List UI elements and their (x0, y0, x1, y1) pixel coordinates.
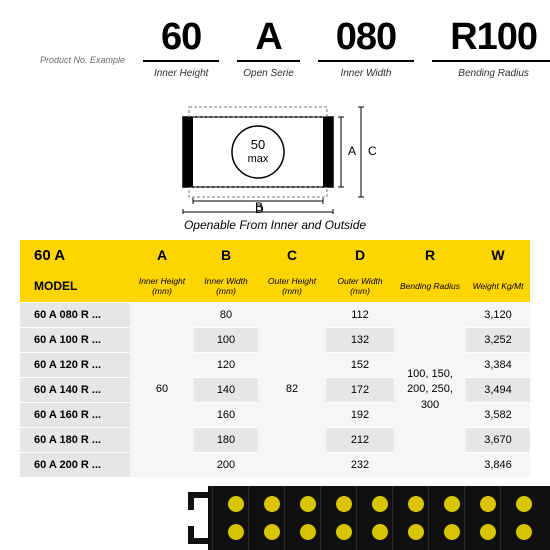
diagram-center-label-2: max (248, 153, 269, 165)
chain-rivet-icon (300, 496, 316, 512)
col-a-long: Inner Height (mm) (130, 270, 194, 303)
model-cell: 60 A 120 R ... (20, 353, 130, 378)
chain-rivet-icon (408, 496, 424, 512)
d-cell: 172 (326, 378, 394, 403)
b-cell: 180 (194, 428, 258, 453)
table-subheader-row: MODEL Inner Height (mm) Inner Width (mm)… (20, 270, 530, 303)
c-cell: 82 (258, 303, 326, 478)
b-cell: 140 (194, 378, 258, 403)
pno-sublabel: Bending Radius (458, 68, 529, 79)
cable-chain-illustration (208, 486, 550, 550)
w-cell: 3,670 (466, 428, 530, 453)
spec-table: 60 A A B C D R W MODEL Inner Height (mm)… (20, 240, 530, 477)
chain-rivet-icon (372, 496, 388, 512)
diagram-caption: Openable From Inner and Outside (0, 218, 550, 232)
pno-value: 60 (143, 18, 219, 62)
pno-block-radius: R100 Bending Radius (432, 18, 550, 79)
w-cell: 3,252 (466, 328, 530, 353)
table-header-row: 60 A A B C D R W (20, 240, 530, 270)
cross-section-diagram: 50 max A C B D (165, 99, 385, 214)
w-cell: 3,120 (466, 303, 530, 328)
d-cell: 112 (326, 303, 394, 328)
chain-rivet-icon (264, 524, 280, 540)
model-cell: 60 A 080 R ... (20, 303, 130, 328)
col-r-long: Bending Radius (394, 270, 466, 303)
b-cell: 200 (194, 453, 258, 478)
chain-rivet-icon (372, 524, 388, 540)
product-number-label: Product No. Example (40, 55, 125, 65)
model-label: MODEL (20, 270, 130, 303)
model-cell: 60 A 100 R ... (20, 328, 130, 353)
w-cell: 3,384 (466, 353, 530, 378)
d-cell: 192 (326, 403, 394, 428)
d-cell: 232 (326, 453, 394, 478)
product-number-example: Product No. Example 60 Inner Height A Op… (0, 0, 550, 89)
chain-rivet-icon (300, 524, 316, 540)
diagram-a-label: A (348, 144, 356, 158)
series-cell: 60 A (20, 240, 130, 270)
model-cell: 60 A 140 R ... (20, 378, 130, 403)
col-c-long: Outer Height (mm) (258, 270, 326, 303)
pno-block-width: 080 Inner Width (318, 18, 414, 79)
chain-rivet-icon (444, 524, 460, 540)
col-d: D (326, 240, 394, 270)
chain-rivet-icon (516, 524, 532, 540)
pno-sublabel: Open Serie (243, 68, 294, 79)
pno-value: A (237, 18, 299, 62)
w-cell: 3,846 (466, 453, 530, 478)
chain-rivet-icon (444, 496, 460, 512)
chain-rivet-icon (516, 496, 532, 512)
chain-rivet-icon (228, 496, 244, 512)
chain-rivet-icon (408, 524, 424, 540)
b-cell: 160 (194, 403, 258, 428)
col-d-long: Outer Width (mm) (326, 270, 394, 303)
diagram-d-label: D (255, 202, 264, 214)
chain-rivet-icon (480, 524, 496, 540)
b-cell: 100 (194, 328, 258, 353)
col-w: W (466, 240, 530, 270)
col-c: C (258, 240, 326, 270)
diagram-center-label-1: 50 (251, 137, 265, 152)
model-cell: 60 A 200 R ... (20, 453, 130, 478)
a-cell: 60 (130, 303, 194, 478)
chain-rivet-icon (264, 496, 280, 512)
d-cell: 132 (326, 328, 394, 353)
col-b: B (194, 240, 258, 270)
col-r: R (394, 240, 466, 270)
pno-block-serie: A Open Serie (237, 18, 299, 79)
pno-value: 080 (318, 18, 414, 62)
table-row: 60 A 080 R ...608082112100, 150, 200, 25… (20, 303, 530, 328)
chain-rivet-icon (336, 524, 352, 540)
r-cell: 100, 150, 200, 250, 300 (394, 303, 466, 478)
diagram-c-label: C (368, 144, 377, 158)
chain-rivet-icon (336, 496, 352, 512)
pno-block-height: 60 Inner Height (143, 18, 219, 79)
model-cell: 60 A 180 R ... (20, 428, 130, 453)
chain-rivet-icon (480, 496, 496, 512)
b-cell: 120 (194, 353, 258, 378)
pno-sublabel: Inner Width (340, 68, 391, 79)
col-a: A (130, 240, 194, 270)
pno-sublabel: Inner Height (154, 68, 208, 79)
col-b-long: Inner Width (mm) (194, 270, 258, 303)
w-cell: 3,494 (466, 378, 530, 403)
d-cell: 152 (326, 353, 394, 378)
col-w-long: Weight Kg/Mt (466, 270, 530, 303)
d-cell: 212 (326, 428, 394, 453)
b-cell: 80 (194, 303, 258, 328)
w-cell: 3,582 (466, 403, 530, 428)
chain-rivet-icon (228, 524, 244, 540)
pno-value: R100 (432, 18, 550, 62)
model-cell: 60 A 160 R ... (20, 403, 130, 428)
